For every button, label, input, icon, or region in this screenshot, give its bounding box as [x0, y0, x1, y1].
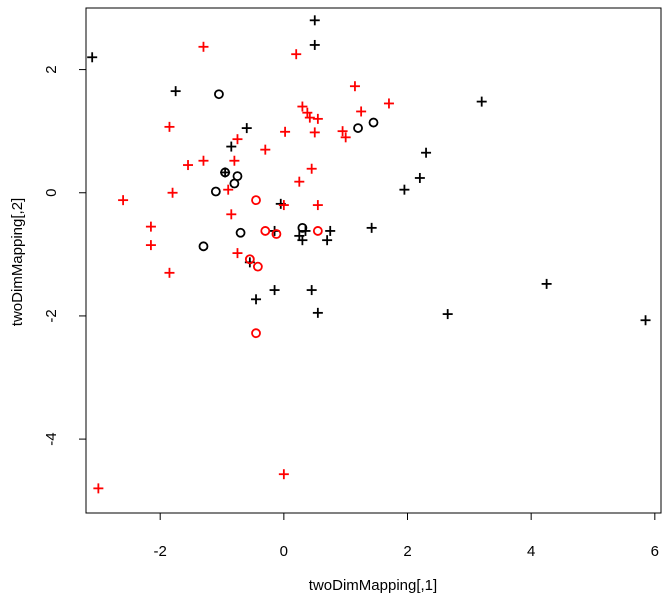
data-point-plus	[366, 222, 377, 233]
data-point-plus	[640, 315, 651, 326]
data-point-plus	[164, 267, 175, 278]
data-point-plus	[280, 126, 291, 137]
data-point-circle	[235, 227, 246, 238]
data-point-circle	[214, 89, 224, 100]
data-point-plus	[232, 248, 243, 259]
data-point-plus	[170, 86, 181, 97]
data-point-circle	[312, 226, 323, 236]
data-point-plus	[145, 221, 156, 232]
data-point-plus	[306, 163, 317, 174]
data-point-plus	[223, 184, 234, 195]
data-point-circle	[353, 123, 363, 133]
data-point-plus	[312, 113, 323, 124]
data-point-plus	[294, 176, 305, 187]
data-point-plus	[278, 469, 289, 480]
data-point-plus	[442, 309, 453, 320]
data-point-plus	[302, 107, 313, 118]
x-axis: -2 0 2 4 6	[154, 512, 659, 560]
data-point-plus	[260, 144, 271, 155]
data-point-circle	[210, 186, 221, 197]
y-axis: -4 -2 0 2	[43, 65, 87, 446]
x-tick-label: 6	[651, 543, 659, 560]
data-point-plus	[383, 98, 394, 109]
plot-box	[85, 7, 662, 514]
x-tick-label: 2	[403, 543, 411, 560]
y-tick-label: -2	[43, 309, 60, 322]
data-point-circle	[251, 195, 261, 206]
data-point-circle	[220, 167, 231, 178]
data-point-circle	[297, 222, 308, 233]
data-point-plus	[198, 155, 209, 166]
data-point-plus	[87, 52, 98, 63]
data-point-circle	[271, 229, 282, 239]
y-tick-label: 0	[43, 189, 60, 197]
data-point-plus	[356, 106, 367, 117]
data-point-plus	[241, 123, 252, 134]
data-point-plus	[322, 235, 333, 246]
y-tick-label: 2	[43, 65, 60, 73]
data-point-plus	[309, 127, 320, 138]
data-point-plus	[183, 160, 194, 171]
data-point-plus	[226, 209, 237, 220]
data-point-plus	[291, 49, 302, 60]
data-point-circle	[260, 226, 271, 236]
data-point-plus	[312, 200, 323, 211]
data-point-plus	[232, 134, 243, 145]
data-point-plus	[145, 240, 156, 251]
data-point-plus	[340, 132, 351, 143]
data-point-plus	[306, 285, 317, 296]
data-point-plus	[309, 39, 320, 50]
data-point-plus	[312, 307, 323, 318]
data-point-plus	[118, 195, 129, 206]
data-point-circle	[252, 261, 263, 272]
data-point-plus	[226, 141, 237, 152]
data-point-plus	[337, 126, 348, 137]
data-point-plus	[297, 101, 308, 112]
data-point-plus	[167, 187, 178, 198]
x-tick-label: 4	[527, 543, 535, 560]
data-point-plus	[229, 155, 240, 166]
data-point-plus	[304, 112, 315, 123]
data-point-plus	[349, 81, 360, 92]
data-point-plus	[93, 483, 104, 494]
data-point-plus	[325, 225, 336, 236]
data-point-plus	[414, 172, 425, 183]
data-point-plus	[476, 96, 487, 107]
data-point-circle	[368, 117, 379, 128]
data-points	[87, 15, 651, 494]
x-axis-title: twoDimMapping[,1]	[309, 577, 437, 594]
y-tick-label: -4	[43, 432, 60, 445]
y-axis-title: twoDimMapping[,2]	[9, 198, 26, 326]
data-point-plus	[421, 147, 432, 158]
x-tick-label: 0	[280, 543, 288, 560]
data-point-plus	[198, 41, 209, 52]
data-point-circle	[229, 178, 240, 189]
data-point-plus	[399, 184, 410, 195]
data-point-plus	[297, 235, 308, 246]
data-point-circle	[198, 241, 209, 252]
data-point-circle	[251, 328, 261, 339]
data-point-circle	[244, 254, 255, 265]
x-tick-label: -2	[154, 543, 167, 560]
data-point-plus	[278, 200, 289, 211]
data-point-plus	[541, 278, 552, 289]
data-point-plus	[309, 15, 320, 26]
data-point-plus	[251, 294, 262, 305]
data-point-plus	[164, 121, 175, 132]
data-point-plus	[269, 285, 280, 296]
